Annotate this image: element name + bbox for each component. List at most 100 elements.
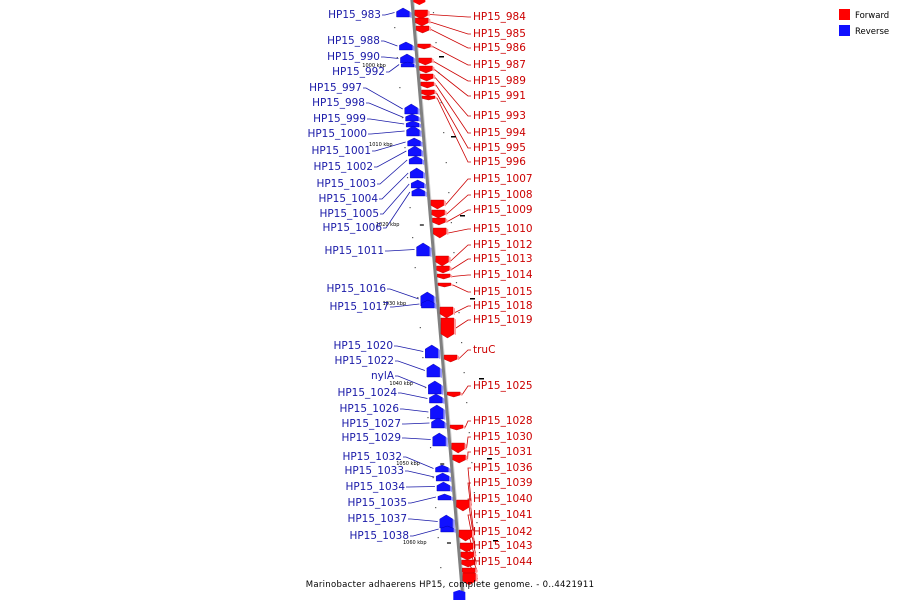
reverse-gene-label: HP15_1033 — [344, 465, 404, 477]
forward-leader-line — [432, 46, 471, 66]
reverse-gene-arrow — [453, 590, 466, 600]
reverse-gene-label: HP15_1003 — [316, 178, 376, 190]
reverse-gene-arrow — [435, 464, 449, 473]
axis-dot — [473, 492, 475, 494]
forward-gene-arrow — [436, 265, 450, 274]
reverse-leader-line — [382, 12, 395, 16]
reverse-gene-shade — [414, 64, 417, 68]
forward-gene-shade — [449, 266, 452, 272]
legend-forward-swatch — [839, 9, 850, 20]
reverse-leader-line — [381, 56, 399, 59]
reverse-leader-line — [410, 528, 439, 537]
forward-gene-label: HP15_991 — [473, 90, 526, 102]
reverse-gene-label: HP15_1032 — [342, 451, 402, 463]
forward-gene-shade — [444, 210, 447, 216]
forward-gene-label: HP15_1007 — [473, 173, 533, 185]
forward-gene-label: HP15_1019 — [473, 314, 533, 326]
reverse-leader-line — [374, 150, 407, 168]
forward-leader-line — [461, 385, 471, 395]
reverse-leader-line — [390, 303, 420, 308]
reverse-gene-shade — [445, 437, 448, 447]
genome-axis-line — [410, 0, 465, 600]
forward-gene-label: HP15_1018 — [473, 300, 533, 312]
forward-gene-arrow — [431, 209, 445, 219]
forward-leader-line — [433, 61, 471, 82]
reverse-gene-arrow — [416, 242, 430, 257]
forward-gene-shade — [465, 455, 468, 461]
forward-gene-arrow — [420, 81, 435, 89]
forward-leader-line — [435, 84, 471, 134]
reverse-leader-line — [377, 159, 408, 185]
reverse-gene-arrow — [425, 344, 439, 359]
reverse-leader-line — [408, 518, 438, 522]
reverse-gene-arrow — [431, 417, 445, 429]
forward-gene-label: HP15_995 — [473, 142, 526, 154]
forward-gene-label: HP15_1036 — [473, 462, 533, 474]
forward-gene-shade — [427, 10, 430, 17]
reverse-leader-line — [381, 40, 398, 47]
reverse-gene-arrow — [421, 299, 435, 309]
forward-leader-line — [467, 482, 475, 536]
forward-gene-shade — [453, 307, 456, 315]
reverse-gene-shade — [443, 409, 446, 420]
axis-dot — [404, 147, 406, 149]
reverse-gene-arrow — [404, 103, 418, 115]
axis-dot — [453, 252, 455, 254]
axis-dot — [427, 417, 429, 419]
forward-gene-shade — [435, 96, 438, 100]
reverse-gene-arrow — [400, 61, 415, 68]
reverse-leader-line — [366, 102, 404, 118]
leader-lines — [363, 12, 479, 580]
reverse-leader-line — [406, 486, 435, 488]
reverse-gene-arrow — [409, 167, 424, 179]
axis-dot — [458, 312, 460, 314]
reverse-gene-arrow — [435, 472, 450, 482]
axis-dot — [409, 207, 411, 209]
reverse-gene-arrow — [407, 137, 421, 147]
forward-leader-line — [467, 514, 477, 557]
reverse-leader-line — [405, 470, 435, 478]
reverse-gene-arrow — [429, 393, 443, 404]
axis-dot — [422, 357, 424, 359]
forward-leader-line — [434, 69, 471, 97]
forward-gene-arrow — [413, 0, 426, 5]
reverse-gene-label: HP15_1016 — [326, 283, 386, 295]
axis-dot — [396, 57, 398, 59]
reverse-gene-label: HP15_1037 — [347, 513, 407, 525]
forward-leader-line — [451, 258, 471, 270]
scale-tick-label: 1040 kbp — [389, 381, 413, 387]
axis-dot — [394, 27, 396, 29]
reverse-gene-shade — [434, 303, 437, 309]
reverse-leader-line — [386, 64, 400, 73]
forward-gene-shade — [453, 318, 456, 335]
reverse-gene-label: HP15_1026 — [339, 403, 399, 415]
forward-gene-shade — [450, 274, 453, 278]
forward-leader-line — [447, 209, 471, 222]
forward-gene-arrow — [462, 572, 476, 586]
reverse-leader-line — [383, 191, 411, 229]
forward-gene-shade — [473, 552, 476, 558]
reverse-gene-arrow — [439, 514, 453, 529]
reverse-gene-shade — [419, 130, 422, 137]
forward-leader-line — [466, 436, 471, 449]
legend-forward-label: Forward — [855, 11, 889, 21]
reverse-gene-label: HP15_1005 — [319, 208, 379, 220]
reverse-gene-label: HP15_1004 — [318, 193, 378, 205]
axis-dash — [493, 540, 498, 542]
legend-reverse-swatch — [839, 25, 850, 36]
forward-gene-shade — [446, 228, 449, 235]
forward-gene-label: HP15_1012 — [473, 239, 533, 251]
forward-gene-arrow — [421, 95, 436, 101]
forward-gene-label: HP15_1015 — [473, 286, 533, 298]
reverse-gene-shade — [449, 485, 452, 492]
axis-dot — [429, 447, 432, 449]
forward-leader-line — [436, 97, 471, 163]
forward-leader-line — [450, 244, 471, 262]
axis-dot — [435, 42, 437, 44]
reverse-gene-arrow — [430, 404, 444, 420]
forward-gene-shade — [464, 443, 467, 450]
axis-dot — [461, 342, 463, 344]
forward-gene-arrow — [440, 317, 455, 339]
reverse-gene-arrow — [405, 113, 419, 122]
reverse-gene-label: HP15_1029 — [341, 432, 401, 444]
